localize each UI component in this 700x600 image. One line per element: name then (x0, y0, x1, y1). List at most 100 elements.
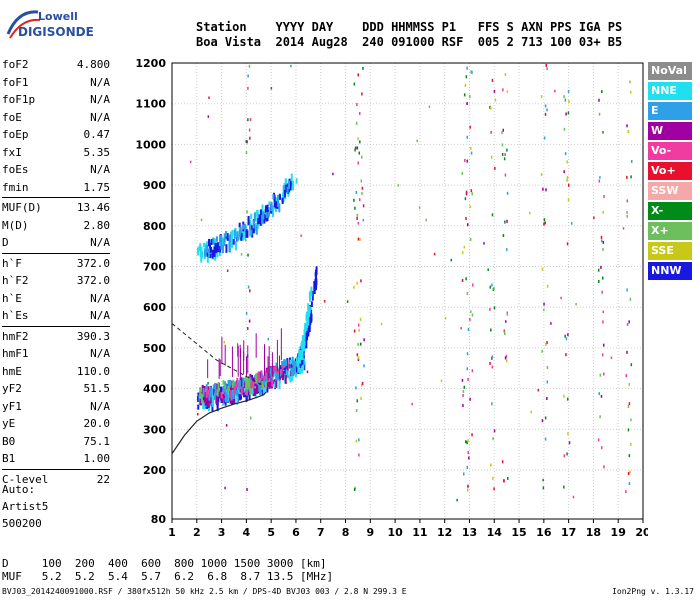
noise-dot (223, 340, 225, 344)
echo-point (210, 387, 213, 396)
param-name: D (2, 236, 9, 249)
noise-dot (502, 234, 505, 238)
noise-dot (247, 118, 249, 122)
noise-dot (545, 63, 547, 67)
echo-point (273, 202, 276, 208)
noise-dot (466, 66, 468, 70)
noise-dot (503, 157, 506, 161)
echo-point (205, 241, 208, 246)
param-row: B0 75.1 (2, 433, 110, 451)
noise-dot (563, 127, 566, 131)
noise-dot (564, 98, 567, 102)
echo-point (199, 247, 202, 258)
param-name: h`Es (2, 309, 29, 322)
noise-dot (472, 283, 474, 287)
echo-point (260, 379, 263, 389)
file-info-footer: BVJ03_2014240091000.RSF / 380fx512h 50 k… (2, 587, 407, 596)
param-name: foF1p (2, 93, 36, 106)
x-tick-label: 17 (561, 526, 576, 539)
echo-point (250, 213, 253, 219)
noise-dot (626, 323, 629, 327)
noise-dot (506, 219, 508, 223)
noise-dot (563, 170, 565, 174)
x-tick-label: 10 (387, 526, 403, 539)
noise-dot (290, 64, 292, 68)
param-value: 390.3 (76, 329, 110, 343)
noise-dot (467, 451, 470, 455)
param-value: 0.47 (83, 128, 111, 141)
noise-dot (470, 189, 473, 193)
lowell-digisonde-logo: Lowell DIGISONDE (4, 4, 164, 44)
noise-dot (466, 159, 468, 163)
echo-point (218, 390, 221, 399)
echo-point (305, 335, 308, 340)
echo-point (296, 364, 299, 373)
noise-dot (353, 285, 355, 289)
echo-point (201, 250, 204, 258)
echo-point (256, 385, 259, 394)
noise-dot (529, 211, 531, 215)
auto-artist: Artist5 (2, 500, 49, 513)
noise-dot (247, 253, 249, 257)
echo-point (223, 233, 226, 243)
noise-dot (469, 125, 471, 129)
echo-point (248, 392, 251, 401)
noise-dot (411, 402, 413, 406)
echo-point (233, 229, 236, 239)
echo-point (245, 382, 248, 390)
noise-dot (630, 175, 632, 179)
noise-dot (546, 397, 548, 401)
noise-dot (506, 191, 509, 195)
noise-dot (601, 90, 603, 94)
noise-dot (491, 213, 494, 217)
echo-point (206, 245, 209, 253)
noise-dot (357, 73, 360, 77)
echo-point (270, 201, 273, 212)
noise-dot (246, 140, 248, 144)
param-row: MUF(D) 13.46 (2, 199, 110, 217)
echo-point (242, 388, 245, 393)
noise-dot (626, 199, 629, 203)
param-row: M(D) 2.80 (2, 217, 110, 235)
noise-dot (546, 284, 549, 288)
echo-point (263, 215, 266, 221)
y-tick-label: 200 (143, 464, 166, 477)
echo-point (301, 341, 304, 349)
param-name: B1 (2, 452, 16, 465)
echo-point (273, 366, 276, 376)
noise-dot (356, 103, 358, 107)
noise-dot (622, 227, 625, 230)
noise-dot (568, 441, 571, 445)
echo-point (240, 380, 243, 389)
param-row: foF1p N/A (2, 91, 110, 109)
echo-point (279, 369, 282, 377)
noise-dot (494, 166, 496, 170)
noise-dot (470, 310, 472, 313)
echo-point (249, 224, 252, 230)
echo-point (231, 230, 234, 237)
echo-point (271, 379, 274, 387)
echo-point (252, 220, 255, 229)
noise-dot (416, 139, 418, 143)
noise-dot (357, 237, 360, 241)
echo-point (245, 391, 248, 401)
noise-dot (504, 173, 507, 177)
noise-dot (360, 279, 362, 283)
noise-dot (397, 184, 400, 187)
echo-point (275, 366, 278, 374)
echo-point (286, 186, 289, 194)
echo-point (290, 173, 293, 182)
echo-point (202, 400, 205, 410)
noise-dot (502, 88, 504, 92)
noise-dot (544, 437, 547, 441)
noise-dot (599, 176, 601, 179)
echo-point (266, 215, 269, 222)
echo-point (204, 243, 207, 250)
param-value: N/A (90, 93, 110, 106)
noise-dot (355, 409, 358, 413)
echo-point (305, 339, 308, 349)
noise-dot (300, 234, 302, 237)
param-name: foEp (2, 128, 29, 141)
echo-point (299, 368, 302, 375)
noise-dot (628, 382, 631, 386)
